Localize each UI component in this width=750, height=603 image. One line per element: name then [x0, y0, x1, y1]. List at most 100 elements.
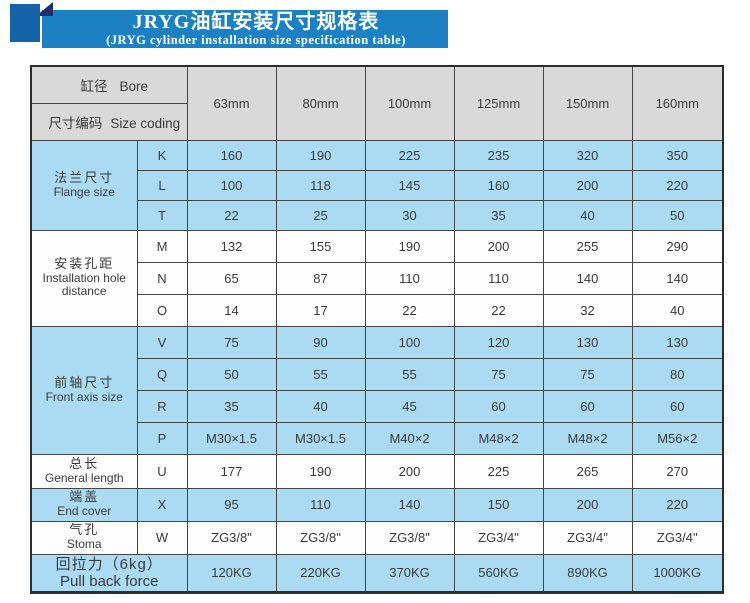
cell-T-125: 35 — [453, 199, 544, 231]
cell-V-150: 130 — [542, 325, 633, 359]
row-code-P: P — [136, 421, 188, 455]
column-header-80mm: 80mm — [275, 65, 366, 141]
cell-W-63: ZG3/8" — [186, 520, 277, 555]
table-row-O: O 14 17 22 22 32 40 — [31, 293, 724, 327]
cell-R-150: 60 — [542, 389, 633, 423]
cell-W-150: ZG3/4" — [542, 520, 633, 555]
cell-O-80: 17 — [275, 293, 366, 327]
cell-L-160: 220 — [631, 169, 724, 201]
header-bore-cell: 缸径 Bore — [30, 65, 188, 104]
cell-M-100: 190 — [364, 229, 455, 263]
cell-T-150: 40 — [542, 199, 633, 231]
cell-pullback-63: 120KG — [186, 553, 277, 593]
header-size-coding-cell: 尺寸编码 Size coding — [30, 102, 188, 141]
title-banner: JRYG油缸安装尺寸规格表 (JRYG cylinder installatio… — [42, 10, 448, 48]
cell-W-160: ZG3/4" — [631, 520, 724, 555]
group-label-general-length: 总长 General length — [30, 453, 138, 489]
cell-N-125: 110 — [453, 261, 544, 295]
cell-N-150: 140 — [542, 261, 633, 295]
bore-label-zh: 缸径 — [80, 78, 108, 94]
cell-U-150: 265 — [542, 453, 633, 489]
cell-O-63: 14 — [186, 293, 277, 327]
cell-X-100: 140 — [364, 487, 455, 522]
cell-M-150: 255 — [542, 229, 633, 263]
cell-K-150: 320 — [542, 139, 633, 171]
table-row-W: 气孔 Stoma W ZG3/8" ZG3/8" ZG3/8" ZG3/4" Z… — [30, 520, 724, 555]
banner-square-decoration — [10, 4, 40, 42]
cell-O-100: 22 — [364, 293, 455, 327]
page-title: JRYG油缸安装尺寸规格表 — [132, 11, 380, 33]
cell-Q-160: 80 — [631, 357, 724, 391]
cell-V-125: 120 — [453, 325, 544, 359]
cell-X-80: 110 — [275, 487, 366, 522]
row-code-Q: Q — [136, 357, 188, 391]
cell-L-125: 160 — [453, 169, 544, 201]
group-label-front-axis-size: 前轴尺寸 Front axis size — [30, 325, 138, 455]
cell-N-160: 140 — [631, 261, 724, 295]
cell-M-160: 290 — [631, 229, 724, 263]
cell-T-63: 22 — [186, 199, 277, 231]
cell-P-125: M48×2 — [453, 421, 544, 455]
cell-P-100: M40×2 — [364, 421, 455, 455]
cell-O-160: 40 — [631, 293, 724, 327]
cell-M-80: 155 — [275, 229, 366, 263]
group-label-stoma: 气孔 Stoma — [30, 520, 138, 555]
table-row-V: 前轴尺寸 Front axis size V 75 90 100 120 130… — [30, 325, 724, 455]
cell-pullback-125: 560KG — [453, 553, 544, 593]
cell-Q-100: 55 — [364, 357, 455, 391]
cell-X-150: 200 — [542, 487, 633, 522]
row-code-N: N — [136, 261, 188, 295]
table-row-U: 总长 General length U 177 190 200 225 265 … — [30, 453, 724, 489]
cell-R-160: 60 — [631, 389, 724, 423]
cell-pullback-80: 220KG — [275, 553, 366, 593]
cell-P-63: M30×1.5 — [186, 421, 277, 455]
cell-T-80: 25 — [275, 199, 366, 231]
cell-K-63: 160 — [186, 139, 277, 171]
page-subtitle: (JRYG cylinder installation size specifi… — [106, 33, 406, 47]
column-header-150mm: 150mm — [542, 65, 633, 141]
row-code-U: U — [136, 453, 188, 489]
cell-U-160: 270 — [631, 453, 724, 489]
cell-M-63: 132 — [186, 229, 277, 263]
row-code-V: V — [136, 325, 188, 359]
cell-pullback-150: 890KG — [542, 553, 633, 593]
spec-table: 缸径 Bore 63mm 80mm 100mm 125mm 150mm 160mm… — [30, 65, 724, 594]
cell-L-150: 200 — [542, 169, 633, 201]
cell-L-63: 100 — [186, 169, 277, 201]
cell-X-160: 220 — [631, 487, 724, 522]
group-label-flange-size: 法兰尺寸 Flange size — [30, 139, 138, 231]
cell-L-80: 118 — [275, 169, 366, 201]
cell-O-125: 22 — [453, 293, 544, 327]
column-header-160mm: 160mm — [631, 65, 724, 141]
cell-M-125: 200 — [453, 229, 544, 263]
cell-O-150: 32 — [542, 293, 633, 327]
table-row-X: 端盖 End cover X 95 110 140 150 200 220 — [30, 487, 724, 522]
cell-Q-150: 75 — [542, 357, 633, 391]
size-coding-label-en: Size coding — [110, 115, 181, 131]
bore-label-en: Bore — [119, 78, 149, 94]
header-row-size-coding: 尺寸编码 Size coding — [30, 102, 723, 141]
row-code-L: L — [136, 169, 188, 201]
row-code-O: O — [136, 293, 188, 327]
group-label-end-cover: 端盖 End cover — [30, 487, 138, 522]
footer-label-pull-back-force: 回拉力（6kg） Pull back force — [30, 553, 188, 593]
cell-pullback-100: 370KG — [364, 553, 455, 593]
cell-R-80: 40 — [275, 389, 366, 423]
cell-P-160: M56×2 — [631, 421, 724, 455]
cell-K-160: 350 — [631, 139, 724, 171]
cell-N-100: 110 — [364, 261, 455, 295]
row-code-X: X — [136, 487, 188, 522]
cell-Q-63: 50 — [186, 357, 277, 391]
cell-P-80: M30×1.5 — [275, 421, 366, 455]
table-row-R: R 35 40 45 60 60 60 — [31, 389, 724, 423]
cell-Q-80: 55 — [275, 357, 366, 391]
table-row-Q: Q 50 55 55 75 75 80 — [31, 357, 724, 391]
cell-K-100: 225 — [364, 139, 455, 171]
cell-V-100: 100 — [364, 325, 455, 359]
row-code-T: T — [136, 199, 188, 231]
cell-U-125: 225 — [453, 453, 544, 489]
cell-W-100: ZG3/8" — [364, 520, 455, 555]
row-code-K: K — [136, 139, 188, 171]
cell-U-63: 177 — [186, 453, 277, 489]
